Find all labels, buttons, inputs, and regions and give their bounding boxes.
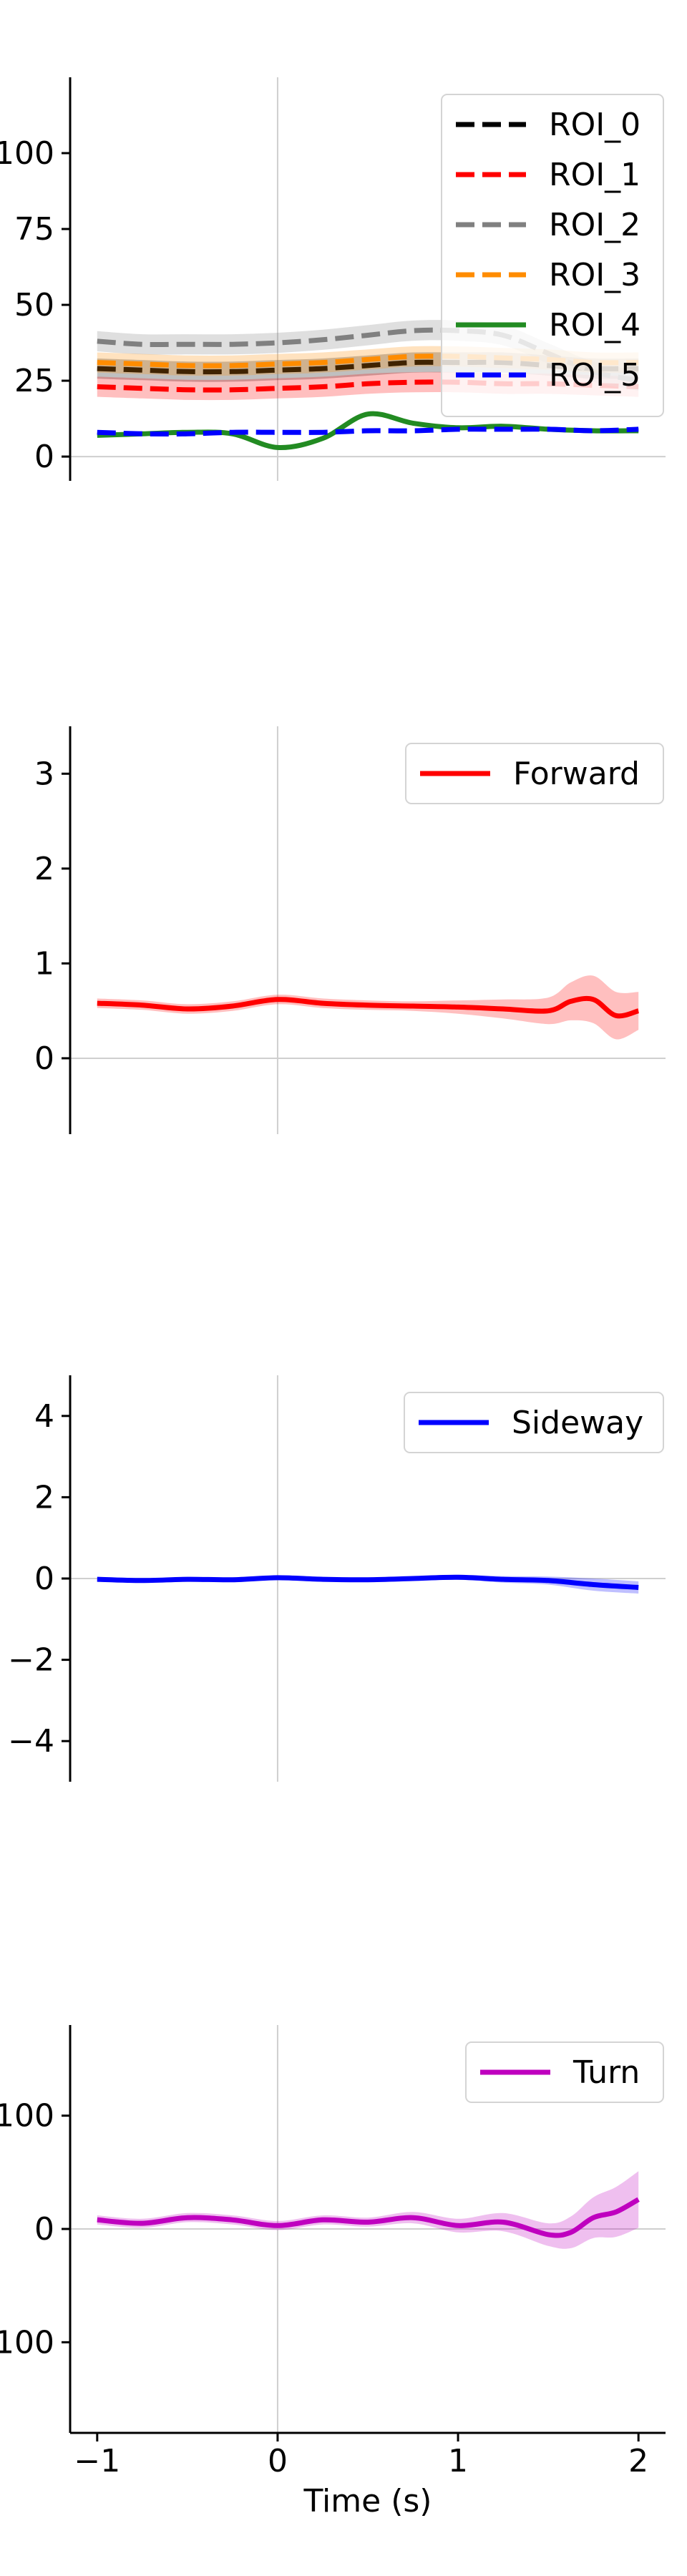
legend-item-roi_4: ROI_4: [456, 307, 640, 343]
legend-frame: [405, 743, 664, 804]
y-tick-label: 2: [34, 851, 54, 887]
x-axis-label: Time (s): [303, 2483, 432, 2519]
legend: Turn: [465, 2041, 664, 2103]
y-tick-label: 3: [34, 756, 54, 792]
legend-label: ROI_0: [549, 107, 640, 143]
legend-item-roi_1: ROI_1: [456, 157, 640, 193]
legend-item-turn: Turn: [480, 2054, 640, 2091]
y-tick-label: 1: [34, 945, 54, 982]
legend-label: ROI_1: [549, 157, 640, 193]
legend-label: ROI_2: [549, 207, 640, 243]
x-tick-label: 2: [628, 2443, 648, 2479]
series-line-sideway: [97, 1574, 639, 1590]
chart-panel-4: −100 0 100 −1 0 1 2 Time (s) Turn: [0, 2025, 666, 2519]
legend-item-roi_5: ROI_5: [456, 357, 640, 394]
legend-item-forward: Forward: [420, 756, 640, 792]
y-tick-label: 0: [34, 1040, 54, 1077]
legend: ROI_0 ROI_1 ROI_2 ROI_3 ROI_4 ROI_5: [441, 94, 664, 417]
y-tick-label: 50: [14, 287, 54, 323]
legend-frame: [404, 1392, 664, 1453]
y-tick-label: 75: [14, 211, 54, 248]
y-tick-label: 25: [14, 363, 54, 399]
y-tick-label: 0: [34, 439, 54, 475]
legend-label: Turn: [572, 2054, 640, 2091]
x-tick-label: −1: [74, 2443, 120, 2479]
legend-label: ROI_5: [549, 357, 640, 394]
chart-panel-3: −4 −2 0 2 4 Sideway: [8, 1375, 666, 1782]
y-tick-label: 100: [0, 2098, 54, 2135]
y-tick-label: 4: [34, 1398, 54, 1435]
legend-label: ROI_4: [549, 307, 640, 343]
y-tick-label: −2: [8, 1642, 54, 1679]
x-tick-label: 1: [448, 2443, 468, 2479]
x-tick-label: 0: [268, 2443, 288, 2479]
legend-label: Sideway: [512, 1405, 643, 1441]
y-tick-label: −4: [8, 1723, 54, 1760]
series-band-turn: [97, 2171, 639, 2249]
y-tick-label: 2: [34, 1479, 54, 1516]
legend-label: ROI_3: [549, 257, 640, 293]
legend-item-roi_3: ROI_3: [456, 257, 640, 293]
legend-frame: [465, 2041, 664, 2103]
y-tick-label: −100: [0, 2324, 54, 2361]
series-line-roi_5: [97, 426, 639, 437]
legend-label: Forward: [513, 756, 640, 792]
y-tick-label: 100: [0, 135, 54, 172]
legend: Forward: [405, 743, 664, 804]
legend-item-roi_2: ROI_2: [456, 207, 640, 243]
y-tick-label: 0: [34, 1561, 54, 1597]
legend-item-roi_0: ROI_0: [456, 107, 640, 143]
y-tick-label: 0: [34, 2211, 54, 2248]
legend: Sideway: [404, 1392, 664, 1453]
chart-panel-1: 0 25 50 75 100 ROI_0 ROI_1 ROI_2 ROI_3 ROI_4 ROI_5: [0, 77, 666, 481]
legend-item-sideway: Sideway: [419, 1405, 643, 1441]
chart-panel-2: 0 1 2 3 Forward: [34, 726, 666, 1134]
